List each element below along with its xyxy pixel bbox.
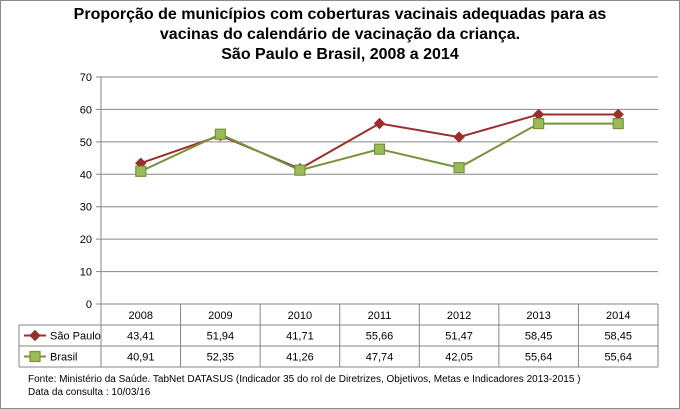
x-category-label: 2008 [129,310,153,322]
data-point [373,117,386,130]
data-point [533,117,545,130]
y-tick-label: 0 [86,299,92,311]
data-point [373,143,386,155]
data-label: 55,64 [525,352,553,364]
consultation-date: Data da consulta : 10/03/16 [28,387,151,398]
data-label: 51,47 [445,331,473,343]
y-tick-label: 50 [80,137,92,149]
data-label: 43,41 [127,331,155,343]
y-tick-label: 40 [80,169,92,181]
y-tick-label: 20 [80,234,92,246]
data-label: 58,45 [525,331,553,343]
data-label: 51,94 [207,331,235,343]
y-tick-label: 30 [80,202,92,214]
legend-marker [29,329,41,342]
data-point [214,128,226,140]
x-category-label: 2011 [368,310,392,322]
data-point [612,117,624,130]
data-label: 52,35 [207,352,235,364]
data-label: 40,91 [127,352,155,364]
chart-title-line-3: São Paulo e Brasil, 2008 a 2014 [221,46,459,63]
data-label: 41,26 [286,352,314,364]
x-category-label: 2012 [447,310,471,322]
x-category-label: 2013 [526,310,550,322]
source-line: Fonte: Ministério da Saúde. TabNet DATAS… [28,374,581,385]
data-label: 55,66 [366,331,394,343]
chart-title: Proporção de municípios com coberturas v… [0,5,680,65]
data-label: 42,05 [445,352,473,364]
x-category-label: 2010 [288,310,312,322]
y-tick-label: 10 [80,267,92,279]
data-point [612,108,624,121]
x-category-label: 2014 [606,310,630,322]
legend-entry: São Paulo [50,331,101,343]
chart-title-line-2: vacinas do calendário de vacinação da cr… [159,26,521,43]
legend-marker [29,350,41,363]
y-tick-label: 60 [80,104,92,116]
data-label: 47,74 [366,352,394,364]
data-point [453,131,465,143]
source-note: Fonte: Ministério da Saúde. TabNet DATAS… [28,373,581,399]
y-tick-label: 70 [80,72,92,84]
data-point [135,165,147,177]
x-category-label: 2009 [208,310,232,322]
legend-entry: Brasil [50,352,78,364]
data-point [294,164,306,176]
data-point [453,162,465,174]
data-label: 58,45 [604,331,632,343]
data-label: 55,64 [604,352,632,364]
data-label: 41,71 [286,331,314,343]
chart-title-line-1: Proporção de municípios com coberturas v… [73,6,607,23]
data-point [532,108,545,121]
